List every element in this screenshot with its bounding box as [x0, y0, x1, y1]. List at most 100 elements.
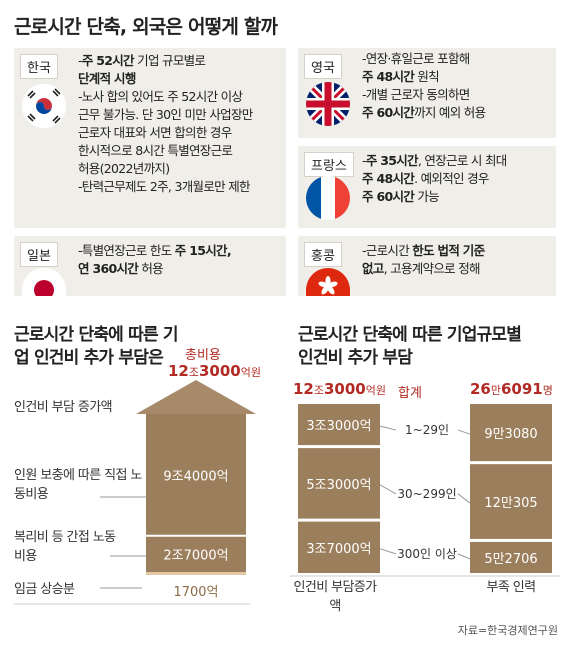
hongkong-line-part: 한도 법적 기준 [412, 243, 485, 258]
france-line: 주 60시간 가능 [362, 188, 550, 206]
center-total-label: 합계 [398, 386, 422, 401]
korea-line-part: 단계적 시행 [78, 71, 136, 86]
uk-flag-icon [306, 82, 350, 126]
connector [457, 493, 471, 504]
korea-lines: -주 52시간 기업 규모별로 단계적 시행 -노사 합의 있어도 주 52시간 이… [78, 52, 280, 196]
japan-line-part: 연 360시간 [78, 261, 139, 276]
japan-card: 일본 -특별연장근로 한도 주 15시간, 연 360시간 허용 [14, 236, 286, 296]
france-line: 주 48시간. 예외적인 경우 [362, 170, 550, 188]
korea-line: 한시적으로 8시간 특별연장근로 [78, 142, 280, 160]
connector [379, 548, 397, 555]
left-series-total: 12조3000억원 [293, 380, 386, 398]
size-category-label: 30~299인 [397, 487, 456, 501]
korea-line: 단계적 시행 [78, 70, 280, 88]
korea-line-part: 허용(2022년까지) [78, 161, 170, 176]
korea-tag: 한국 [20, 54, 58, 79]
shortage-value: 9만3080 [484, 427, 537, 442]
size-category-label: 1~29인 [405, 423, 449, 437]
korea-card: 한국 -주 52시간 기업 규모별로 단계적 시행 -노사 합의 있어도 주 52시… [14, 48, 286, 228]
label-wage-increase: 임금 상승분 [14, 582, 75, 597]
label-indirect-labor-cost: 복리비 등 간접 노동비용 [14, 530, 116, 564]
korea-line-part: 근무 불가능. 단 30인 미만 사업장만 [78, 107, 253, 122]
hongkong-line-part: 없고 [362, 261, 384, 276]
uk-line-part: 까지 예외 허용 [414, 105, 486, 120]
uk-line-part: 주 48시간 [362, 69, 415, 84]
uk-tag: 영국 [304, 54, 342, 79]
connector [379, 484, 397, 495]
korea-line-part: 한시적으로 8시간 특별연장근로 [78, 143, 233, 158]
hongkong-tag: 홍콩 [304, 242, 342, 267]
cost-value: 5조3000억 [306, 478, 371, 493]
hongkong-line-part: , 고용계약으로 정해 [383, 261, 481, 276]
france-line-part: 주 35시간 [365, 153, 419, 168]
korea-line: -탄력근무제도 2주, 3개월로만 제한 [78, 178, 280, 196]
korea-line: -주 52시간 기업 규모별로 [78, 52, 280, 70]
label-labor-cost-increase: 인건비 부담 증가액 [14, 400, 113, 415]
uk-line-part: -연장·휴일근로 포함해 [362, 51, 470, 66]
korea-line-part: -탄력근무제도 2주, 3개월로만 제한 [78, 179, 251, 194]
korea-line-part: -노사 합의 있어도 주 52시간 이상 [78, 89, 243, 104]
label-direct-labor-cost: 인원 보충에 따른 직접 노동비용 [14, 468, 142, 502]
size-category-label: 300인 이상 [397, 547, 457, 561]
korea-line-part: 주 52시간 [81, 53, 135, 68]
korea-line-part: 근로자 대표와 서면 합의한 경우 [78, 125, 232, 140]
japan-tag: 일본 [20, 242, 58, 267]
france-line-part: , 연장근로 시 최대 [417, 153, 507, 168]
hongkong-line: -근로시간 한도 법적 기준 [362, 242, 550, 260]
page-title: 근로시간 단축, 외국은 어떻게 할까 [14, 16, 278, 38]
cost-value: 3조3000억 [306, 419, 371, 434]
france-line-part: 가능 [414, 189, 439, 204]
japan-line-part: 주 15시간, [174, 243, 232, 258]
bar-wage-value: 1700억 [173, 585, 218, 600]
connector [457, 429, 471, 435]
bar-indirect-value: 2조7000억 [163, 548, 228, 563]
series-label-cost: 인건비 부담증가액 [293, 580, 377, 614]
connector [457, 553, 471, 560]
japan-line: -특별연장근로 한도 주 15시간, [78, 242, 280, 260]
shortage-value: 5만2706 [484, 552, 537, 567]
bar-wage [146, 572, 246, 575]
uk-line: -개별 근로자 동의하면 [362, 86, 550, 104]
france-line-part: 주 60시간 [362, 189, 415, 204]
shortage-bar [470, 464, 552, 539]
japan-line-part: -특별연장근로 한도 [78, 243, 175, 258]
shortage-value: 12만305 [484, 496, 537, 511]
france-line-part: . 예외적인 경우 [414, 171, 489, 186]
uk-line-part: 주 60시간 [362, 105, 415, 120]
shortage-bar [470, 404, 552, 462]
korea-line: 근로자 대표와 서면 합의한 경우 [78, 124, 280, 142]
japan-lines: -특별연장근로 한도 주 15시간, 연 360시간 허용 [78, 242, 280, 278]
hongkong-card: 홍콩 -근로시간 한도 법적 기준 없고, 고용계약으로 정해 [298, 236, 556, 296]
uk-line-part: 원칙 [414, 69, 439, 84]
cost-bar [298, 521, 380, 573]
cost-bar [298, 404, 380, 446]
connector [379, 425, 397, 431]
bar-direct-value: 9조4000억 [163, 469, 228, 484]
total-cost-value: 12조3000억원 [168, 362, 261, 380]
uk-line-part: -개별 근로자 동의하면 [362, 87, 470, 102]
cost-value: 3조7000억 [306, 542, 371, 557]
korea-line: -노사 합의 있어도 주 52시간 이상 [78, 88, 280, 106]
right-series-total: 26만6091명 [470, 380, 553, 398]
bar-indirect-labor [146, 536, 246, 572]
france-tag: 프랑스 [304, 152, 354, 177]
korea-line-part: 기업 규모별로 [133, 53, 206, 68]
france-line-part: - [362, 153, 366, 168]
total-cost-label: 총비용 [185, 348, 221, 363]
bar-direct-labor [146, 414, 246, 535]
source-note: 자료=한국경제연구원 [457, 624, 558, 637]
hongkong-line: 없고, 고용계약으로 정해 [362, 260, 550, 278]
korea-flag-icon [22, 84, 66, 128]
hongkong-line-part: -근로시간 [362, 243, 413, 258]
korea-line-part: - [78, 53, 82, 68]
japan-line: 연 360시간 허용 [78, 260, 280, 278]
hongkong-flag-icon [306, 268, 350, 296]
right-chart-title: 근로시간 단축에 따른 기업규모별 인건비 추가 부담 [298, 325, 522, 368]
uk-line: 주 60시간까지 예외 허용 [362, 104, 550, 122]
korea-line: 허용(2022년까지) [78, 160, 280, 178]
